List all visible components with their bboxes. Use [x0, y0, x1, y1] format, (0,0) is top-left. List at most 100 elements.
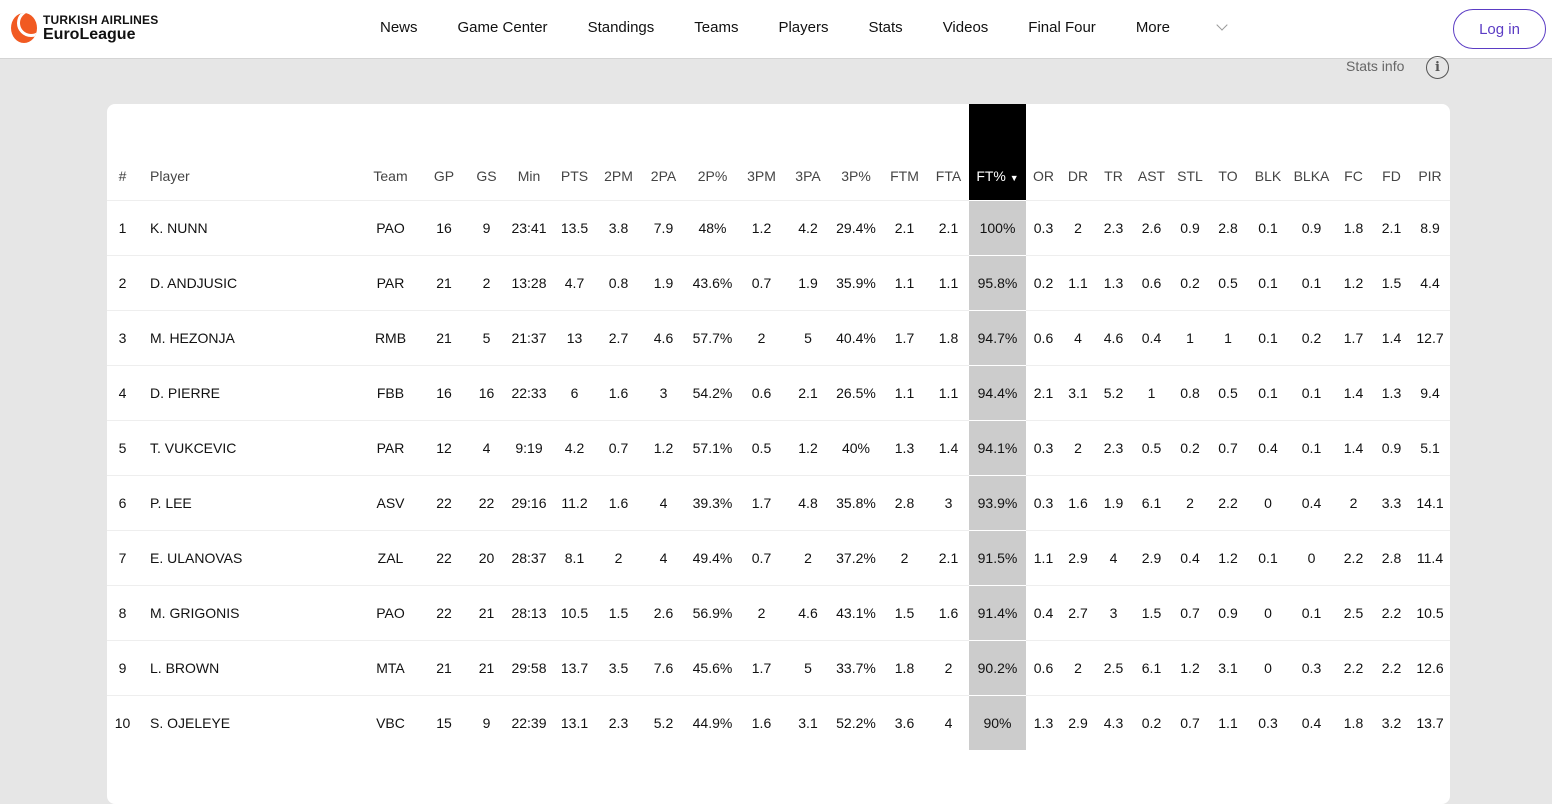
stat-cell: 6.1: [1132, 474, 1171, 530]
column-header-3p-pct[interactable]: 3P%: [841, 167, 871, 184]
stat-cell: 2.6: [640, 584, 687, 640]
player-name-link[interactable]: S. OJELEYE: [138, 694, 360, 750]
column-header-2p-pct[interactable]: 2P%: [697, 167, 728, 184]
player-name-link[interactable]: P. LEE: [138, 474, 360, 530]
stat-cell: 12.6: [1410, 639, 1450, 695]
column-header-ast[interactable]: AST: [1137, 167, 1166, 184]
column-header-stl[interactable]: STL: [1177, 167, 1203, 184]
nav-item-videos[interactable]: Videos: [942, 19, 989, 36]
stat-cell: 52.2%: [831, 694, 881, 750]
column-header-blk[interactable]: BLK: [1254, 167, 1282, 184]
stat-cell: 48%: [687, 199, 738, 255]
player-name-link[interactable]: L. BROWN: [138, 639, 360, 695]
stat-cell: 4.8: [785, 474, 831, 530]
column-header-rank[interactable]: #: [118, 167, 127, 184]
team-code-link[interactable]: PAO: [360, 584, 421, 640]
column-header-ftm[interactable]: FTM: [890, 167, 919, 184]
info-icon[interactable]: i: [1426, 56, 1449, 79]
nav-item-stats[interactable]: Stats: [868, 19, 903, 36]
nav-item-game-center[interactable]: Game Center: [457, 19, 548, 36]
column-header-2pm[interactable]: 2PM: [604, 167, 633, 184]
column-header-min[interactable]: Min: [517, 167, 541, 184]
player-name-link[interactable]: K. NUNN: [138, 199, 360, 255]
stat-cell: 1.1: [1026, 529, 1061, 585]
stat-cell: 2.8: [1209, 199, 1247, 255]
stat-cell: 1.2: [785, 419, 831, 475]
stat-cell: 1.5: [1132, 584, 1171, 640]
column-header-player[interactable]: Player: [150, 167, 190, 184]
nav-item-players[interactable]: Players: [778, 19, 829, 36]
player-name-link[interactable]: M. HEZONJA: [138, 309, 360, 365]
column-header-fd[interactable]: FD: [1382, 167, 1401, 184]
stat-cell: 21: [467, 639, 506, 695]
stat-cell: 0.9: [1373, 419, 1410, 475]
login-button[interactable]: Log in: [1453, 9, 1546, 49]
stat-cell: 1.9: [640, 254, 687, 310]
column-header-ft-pct[interactable]: FT% ▼: [969, 104, 1026, 200]
player-name-link[interactable]: M. GRIGONIS: [138, 584, 360, 640]
column-header-3pa[interactable]: 3PA: [795, 167, 821, 184]
team-code-link[interactable]: RMB: [360, 309, 421, 365]
stat-cell: 2.9: [1061, 694, 1095, 750]
stat-cell: 0.8: [1171, 364, 1209, 420]
stat-cell: 6.1: [1132, 639, 1171, 695]
stat-cell: 10: [107, 694, 138, 750]
team-code-link[interactable]: VBC: [360, 694, 421, 750]
table-row: 10 S. OJELEYE VBC 15 9 22:39 13.1 2.3 5.2 44.9% 1.…: [107, 694, 1450, 750]
column-header-team[interactable]: Team: [373, 167, 408, 184]
player-name-link[interactable]: D. ANDJUSIC: [138, 254, 360, 310]
column-header-gp[interactable]: GP: [433, 167, 455, 184]
stat-cell: 9.4: [1410, 364, 1450, 420]
stat-cell: 20: [467, 529, 506, 585]
nav-item-news[interactable]: News: [380, 19, 418, 36]
euroleague-logo[interactable]: TURKISH AIRLINES EuroLeague: [11, 13, 158, 43]
column-header-to[interactable]: TO: [1218, 167, 1238, 184]
column-header-fta[interactable]: FTA: [935, 167, 962, 184]
stat-cell: 26.5%: [831, 364, 881, 420]
stat-cell: 3.5: [597, 639, 640, 695]
stat-cell: 1.2: [1209, 529, 1247, 585]
column-header-blka[interactable]: BLKA: [1293, 167, 1330, 184]
column-header-gs[interactable]: GS: [476, 167, 497, 184]
stat-cell: 12.7: [1410, 309, 1450, 365]
nav-item-more[interactable]: More: [1136, 19, 1228, 36]
stat-cell: 2: [1171, 474, 1209, 530]
team-code-link[interactable]: PAR: [360, 419, 421, 475]
nav-item-standings[interactable]: Standings: [587, 19, 655, 36]
column-header-dr[interactable]: DR: [1067, 167, 1089, 184]
column-header-3pm[interactable]: 3PM: [747, 167, 776, 184]
nav-item-teams[interactable]: Teams: [694, 19, 739, 36]
column-header-or[interactable]: OR: [1033, 167, 1054, 184]
player-name-link[interactable]: E. ULANOVAS: [138, 529, 360, 585]
player-name-link[interactable]: D. PIERRE: [138, 364, 360, 420]
column-header-pts[interactable]: PTS: [560, 167, 589, 184]
team-code-link[interactable]: PAO: [360, 199, 421, 255]
stat-cell: 16: [467, 364, 506, 420]
nav-item-final-four[interactable]: Final Four: [1028, 19, 1096, 36]
team-code-link[interactable]: ASV: [360, 474, 421, 530]
stat-cell: 0.3: [1289, 639, 1334, 695]
team-code-link[interactable]: MTA: [360, 639, 421, 695]
stat-cell: 0.1: [1289, 419, 1334, 475]
stat-cell: 57.1%: [687, 419, 738, 475]
column-header-pir[interactable]: PIR: [1418, 167, 1442, 184]
team-code-link[interactable]: PAR: [360, 254, 421, 310]
stat-cell: 2.9: [1132, 529, 1171, 585]
stat-cell: 1.5: [597, 584, 640, 640]
stat-cell: 43.6%: [687, 254, 738, 310]
column-header-fc[interactable]: FC: [1344, 167, 1363, 184]
stat-cell: 2.6: [1132, 199, 1171, 255]
stat-cell: 33.7%: [831, 639, 881, 695]
stat-cell: 22: [421, 474, 467, 530]
stats-info-link[interactable]: Stats info: [1346, 58, 1405, 74]
column-header-2pa[interactable]: 2PA: [650, 167, 677, 184]
stat-cell: 0.1: [1247, 199, 1289, 255]
column-header-tr[interactable]: TR: [1104, 167, 1123, 184]
player-name-link[interactable]: T. VUKCEVIC: [138, 419, 360, 475]
stat-cell: 0.5: [738, 419, 785, 475]
stat-cell: 29.4%: [831, 199, 881, 255]
stat-cell: 21: [421, 254, 467, 310]
stat-cell: 0.6: [738, 364, 785, 420]
team-code-link[interactable]: ZAL: [360, 529, 421, 585]
team-code-link[interactable]: FBB: [360, 364, 421, 420]
